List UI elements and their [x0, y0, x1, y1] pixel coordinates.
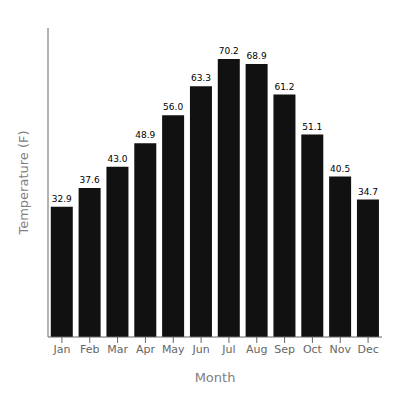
svg-text:Jul: Jul: [221, 343, 235, 356]
svg-text:37.6: 37.6: [80, 175, 100, 185]
svg-text:43.0: 43.0: [107, 154, 127, 164]
svg-text:Apr: Apr: [136, 343, 156, 356]
svg-text:Temperature (F): Temperature (F): [16, 130, 31, 235]
svg-text:63.3: 63.3: [191, 73, 211, 83]
svg-text:Nov: Nov: [330, 343, 352, 356]
svg-text:56.0: 56.0: [163, 102, 183, 112]
svg-text:Oct: Oct: [303, 343, 323, 356]
svg-text:34.7: 34.7: [358, 187, 378, 197]
svg-text:70.2: 70.2: [219, 46, 239, 56]
svg-text:Month: Month: [195, 370, 236, 385]
svg-text:May: May: [162, 343, 185, 356]
svg-text:Sep: Sep: [274, 343, 295, 356]
svg-text:Dec: Dec: [357, 343, 378, 356]
svg-text:Jan: Jan: [52, 343, 70, 356]
svg-text:Mar: Mar: [107, 343, 128, 356]
svg-text:51.1: 51.1: [302, 122, 322, 132]
svg-text:32.9: 32.9: [52, 194, 72, 204]
svg-text:Jun: Jun: [191, 343, 209, 356]
svg-text:68.9: 68.9: [247, 51, 267, 61]
svg-text:Feb: Feb: [80, 343, 99, 356]
svg-text:48.9: 48.9: [135, 130, 155, 140]
svg-text:61.2: 61.2: [274, 82, 294, 92]
svg-text:40.5: 40.5: [330, 164, 350, 174]
svg-text:Aug: Aug: [246, 343, 267, 356]
